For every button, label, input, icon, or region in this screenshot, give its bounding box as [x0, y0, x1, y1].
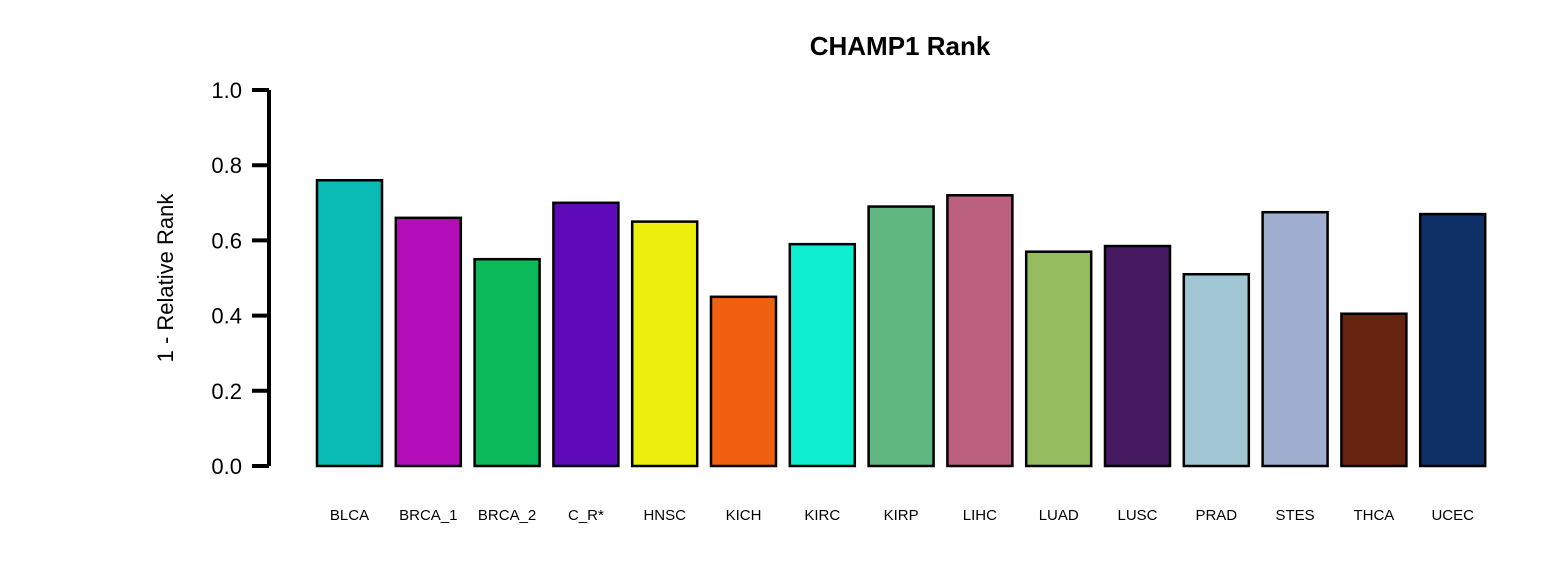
y-tick-label: 0.4: [211, 304, 242, 329]
x-tick-label: THCA: [1353, 507, 1394, 524]
x-tick-label: STES: [1276, 507, 1315, 524]
x-tick-label: KICH: [726, 507, 762, 524]
x-tick-label: UCEC: [1431, 507, 1474, 524]
x-tick-label: KIRP: [884, 507, 919, 524]
x-tick-label: BRCA_1: [399, 507, 457, 524]
x-tick-label: PRAD: [1195, 507, 1237, 524]
bars-group: [315, 178, 1487, 468]
chart-title: CHAMP1 Rank: [810, 31, 991, 61]
bar-kich: [709, 295, 778, 468]
bar-lusc: [1103, 244, 1172, 468]
bar-kirc: [788, 242, 857, 468]
x-tick-label: C_R*: [568, 507, 604, 524]
x-tick-label: HNSC: [643, 507, 686, 524]
y-axis: 0.0 0.2 0.4 0.6 0.8 1.0: [211, 78, 271, 479]
x-tick-label: LUSC: [1117, 507, 1157, 524]
bar-luad: [1024, 250, 1093, 468]
x-tick-labels: BLCA BRCA_1 BRCA_2 C_R* HNSC KICH KIRC KIRP LIHC…: [330, 507, 1474, 524]
y-tick-label: 0.2: [211, 379, 242, 404]
bar-brca-1: [394, 216, 463, 468]
bar-blca: [315, 178, 384, 468]
y-tick-label: 0.0: [211, 454, 242, 479]
x-tick-label: LUAD: [1039, 507, 1079, 524]
bar-ucec: [1418, 212, 1487, 468]
x-tick-label: BLCA: [330, 507, 369, 524]
x-tick-label: LIHC: [963, 507, 997, 524]
bar-thca: [1340, 312, 1408, 468]
y-tick-label: 1.0: [211, 78, 242, 103]
bar-brca-2: [473, 257, 541, 468]
y-axis-label: 1 - Relative Rank: [153, 193, 178, 363]
bar-prad: [1182, 272, 1251, 468]
bar-stes: [1261, 210, 1329, 468]
bar-hnsc: [630, 220, 699, 468]
x-tick-label: KIRC: [804, 507, 840, 524]
bar-kirp: [867, 205, 935, 468]
bar-c-r-: [552, 201, 620, 468]
x-tick-label: BRCA_2: [478, 507, 536, 524]
y-tick-label: 0.8: [211, 153, 242, 178]
y-tick-label: 0.6: [211, 228, 242, 253]
bar-lihc: [946, 194, 1014, 468]
